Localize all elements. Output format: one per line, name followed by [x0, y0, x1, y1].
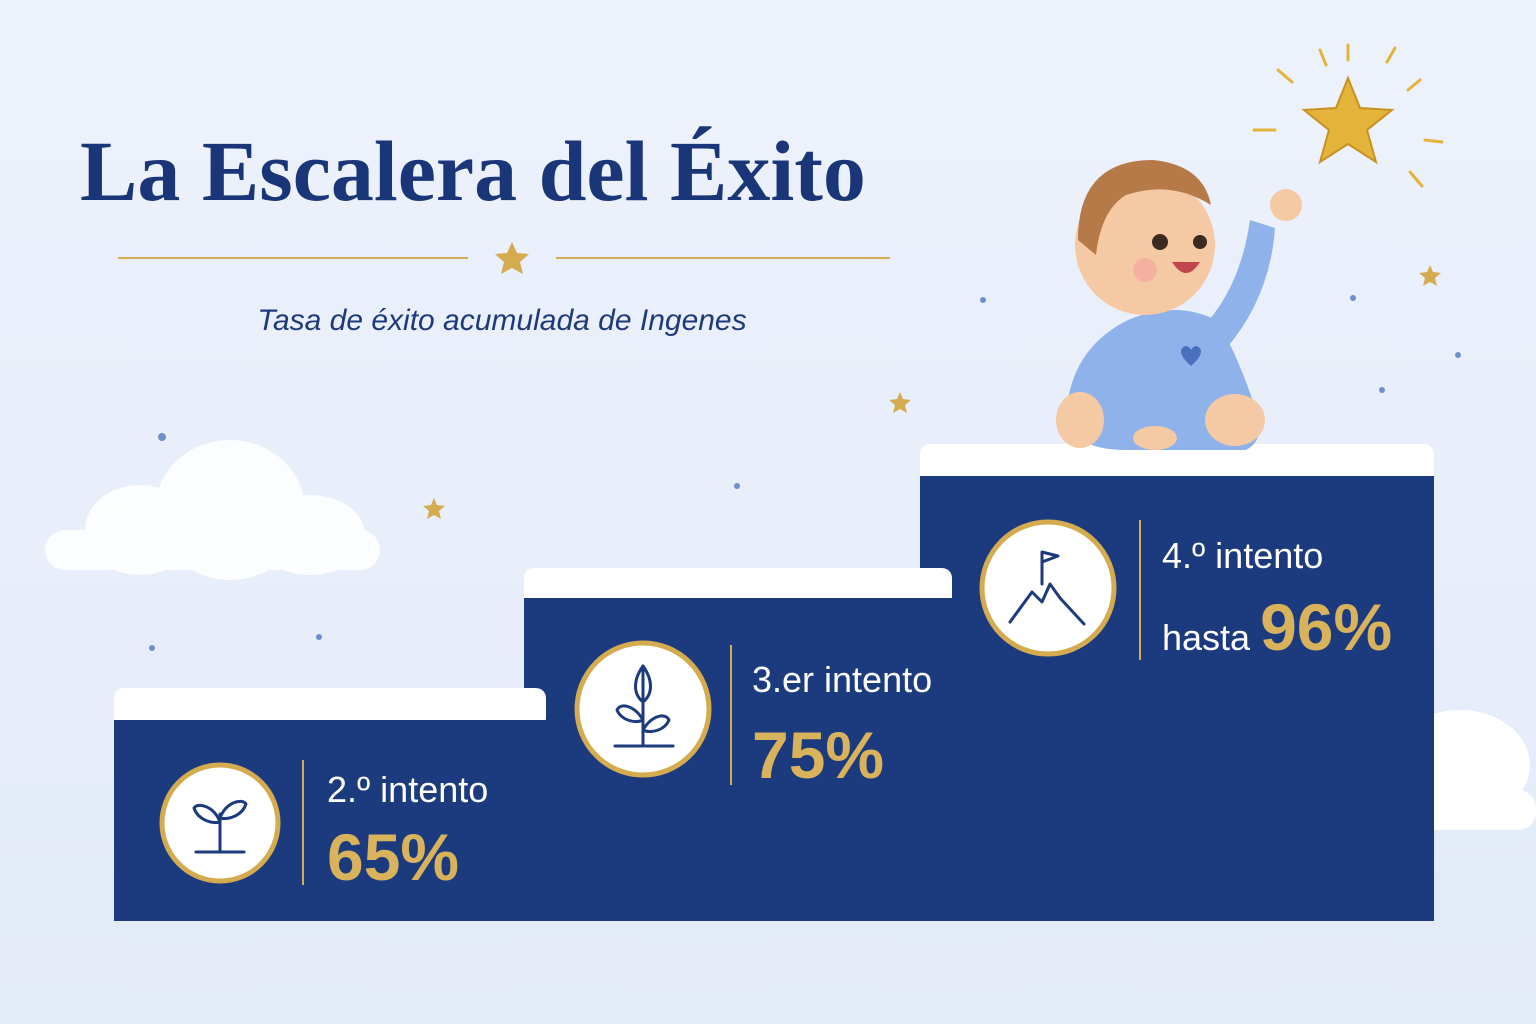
step-value: 96% — [1260, 590, 1392, 664]
goal-star — [1252, 43, 1444, 188]
subtitle: Tasa de éxito acumulada de Ingenes — [257, 304, 746, 337]
baby-illustration — [1056, 160, 1302, 450]
decorative-stars — [423, 242, 1441, 519]
step-label: 4.º intento — [1162, 535, 1323, 576]
step-block — [524, 568, 954, 921]
title: La Escalera del Éxito — [80, 123, 866, 219]
step-value: hasta 96% — [1162, 590, 1392, 664]
decorative-dots — [149, 295, 1461, 651]
step-prefix: hasta — [1162, 617, 1251, 658]
step-block — [920, 444, 1434, 921]
step-label: 3.er intento — [752, 659, 932, 700]
step-value: 75% — [752, 718, 884, 792]
step-label: 2.º intento — [327, 769, 488, 810]
cloud — [45, 440, 380, 580]
step-value: 65% — [327, 820, 459, 894]
step-block — [114, 688, 546, 921]
